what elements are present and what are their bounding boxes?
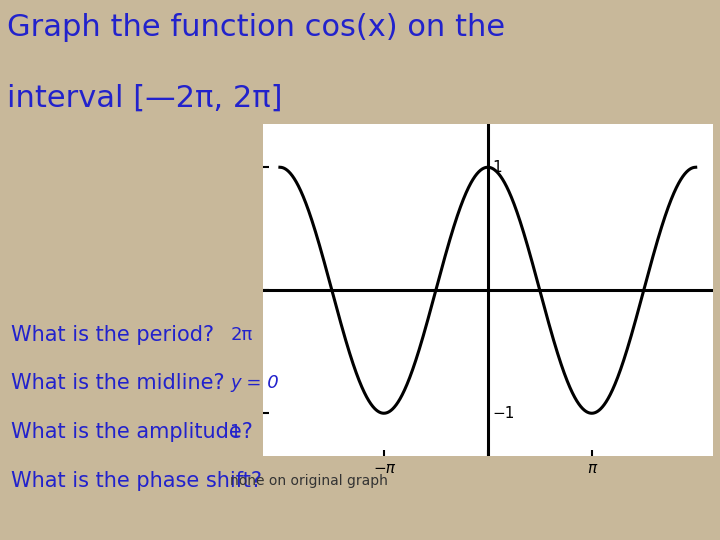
Text: What is the amplitude?: What is the amplitude? (11, 422, 253, 442)
Text: y = 0: y = 0 (230, 374, 279, 393)
Text: What is the phase shift?: What is the phase shift? (11, 470, 262, 491)
Text: −1: −1 (492, 406, 515, 421)
Text: interval [—2π, 2π]: interval [—2π, 2π] (7, 84, 283, 113)
Text: none on original graph: none on original graph (230, 474, 388, 488)
Text: 1: 1 (230, 423, 242, 441)
Text: Graph the function cos(x) on the: Graph the function cos(x) on the (7, 14, 505, 43)
Text: What is the midline?: What is the midline? (11, 373, 225, 394)
Text: 2π: 2π (230, 326, 253, 344)
Text: What is the period?: What is the period? (11, 325, 214, 345)
Text: 1: 1 (492, 160, 503, 175)
